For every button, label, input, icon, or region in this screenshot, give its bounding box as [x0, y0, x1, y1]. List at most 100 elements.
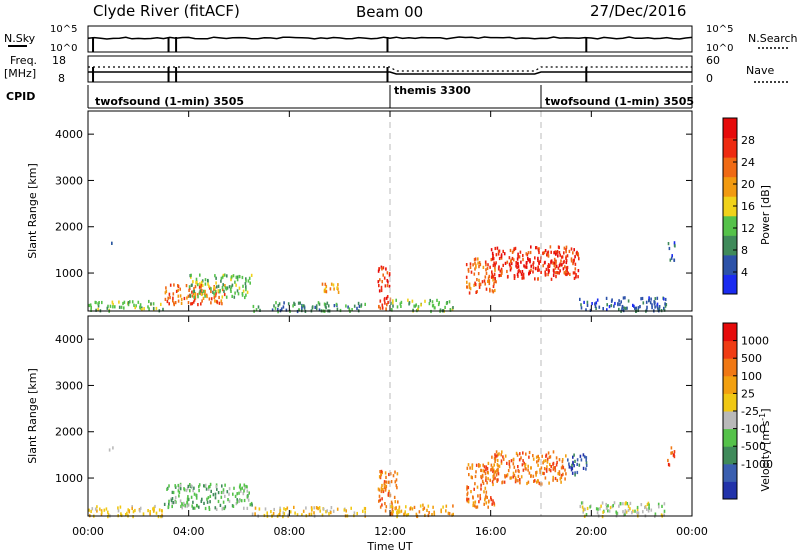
- freq-tick-low: 8: [58, 72, 65, 85]
- data-cell: [213, 292, 215, 296]
- data-cell: [378, 475, 381, 479]
- data-cell: [550, 277, 553, 281]
- data-cell: [553, 257, 556, 261]
- data-cell: [318, 506, 321, 510]
- data-cell: [364, 513, 366, 517]
- data-cell: [565, 259, 568, 263]
- data-cell: [118, 300, 120, 304]
- colorbar-swatch: [723, 176, 737, 197]
- data-cell: [228, 487, 231, 491]
- data-cell: [558, 458, 561, 462]
- data-cell: [321, 282, 324, 286]
- data-cell: [545, 267, 548, 271]
- data-cell: [484, 282, 486, 286]
- data-cell: [350, 506, 352, 510]
- data-cell: [141, 308, 143, 312]
- data-cell: [491, 502, 493, 506]
- data-cell: [607, 509, 609, 513]
- data-cell: [111, 300, 114, 304]
- data-cell: [224, 483, 226, 487]
- data-cell: [532, 262, 534, 267]
- data-cell: [228, 499, 231, 503]
- data-cell: [558, 264, 561, 268]
- data-cell: [572, 455, 574, 459]
- data-cell: [570, 466, 572, 470]
- data-cell: [493, 282, 495, 286]
- data-cell: [200, 499, 203, 503]
- data-cell: [207, 282, 209, 286]
- data-cell: [623, 513, 625, 517]
- data-cell: [223, 506, 226, 511]
- data-cell: [490, 463, 493, 467]
- data-cell: [153, 508, 155, 512]
- data-cell: [148, 307, 150, 311]
- data-cell: [484, 496, 487, 500]
- data-cell: [396, 472, 399, 476]
- data-cell: [313, 506, 315, 510]
- data-cell: [243, 498, 246, 503]
- data-cell: [147, 305, 149, 309]
- data-cell: [485, 468, 487, 472]
- data-cell: [589, 308, 592, 312]
- data-cell: [605, 502, 607, 507]
- data-cell: [516, 265, 518, 270]
- data-cell: [580, 458, 583, 462]
- data-cell: [199, 282, 201, 286]
- data-cell: [484, 498, 486, 502]
- data-cell: [491, 270, 493, 274]
- data-cell: [608, 305, 611, 309]
- data-cell: [178, 486, 180, 490]
- data-cell: [232, 492, 234, 496]
- data-cell: [610, 304, 613, 308]
- data-cell: [673, 258, 675, 262]
- data-cell: [513, 473, 516, 477]
- data-cell: [500, 453, 502, 457]
- data-cell: [242, 289, 245, 293]
- data-cell: [201, 497, 203, 501]
- data-cell: [658, 305, 661, 309]
- data-cell: [169, 296, 171, 300]
- data-cell: [478, 285, 481, 289]
- data-cell: [152, 306, 155, 311]
- data-cell: [492, 499, 494, 503]
- cpid-label: CPID: [6, 90, 35, 103]
- data-cell: [510, 266, 513, 270]
- data-cell: [414, 304, 416, 308]
- data-cell: [386, 271, 389, 275]
- data-cell: [487, 461, 490, 465]
- data-cell: [555, 252, 557, 256]
- data-cell: [483, 279, 486, 283]
- data-cell: [560, 255, 563, 259]
- data-cell: [501, 269, 503, 273]
- data-cell: [547, 254, 550, 258]
- data-cell: [466, 491, 469, 495]
- data-cell: [400, 509, 403, 513]
- data-cell: [186, 296, 188, 300]
- data-cell: [100, 513, 103, 517]
- data-cell: [497, 267, 500, 271]
- data-cell: [521, 463, 524, 467]
- data-cell: [323, 288, 326, 292]
- data-cell: [333, 304, 336, 308]
- data-cell: [548, 481, 550, 485]
- data-cell: [204, 292, 206, 296]
- data-cell: [496, 468, 498, 472]
- data-cell: [552, 273, 555, 277]
- colorbar-tick-label: -100: [741, 423, 766, 436]
- data-cell: [436, 298, 438, 302]
- data-cell: [485, 490, 488, 494]
- data-cell: [514, 476, 517, 480]
- data-cell: [132, 510, 135, 514]
- data-cell: [330, 506, 333, 510]
- data-cell: [277, 310, 279, 314]
- data-cell: [504, 474, 506, 478]
- freq-panel-frame: [87, 55, 693, 83]
- data-cell: [495, 470, 497, 474]
- data-cell: [492, 469, 494, 474]
- data-cell: [506, 275, 509, 279]
- data-cell: [329, 287, 332, 291]
- x-tick-label: 04:00: [173, 525, 205, 538]
- data-cell: [385, 480, 387, 484]
- data-cell: [378, 499, 380, 503]
- data-cell: [554, 466, 556, 470]
